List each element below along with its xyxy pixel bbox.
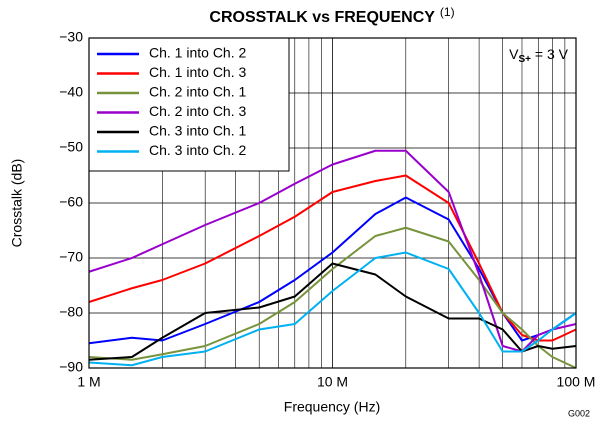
series-line [88,149,577,353]
y-tick-label: −60 [59,194,83,210]
x-tick-label: 10 M [317,374,348,390]
y-tick-label: −30 [59,29,83,45]
series-line [88,262,577,361]
annotation: VS+ = 3 V [509,46,568,65]
chart-title: CROSSTALK vs FREQUENCY (1) [209,5,454,26]
series-line [88,226,577,369]
y-tick-label: −70 [59,249,83,265]
legend-label: Ch. 2 into Ch. 3 [149,103,246,119]
y-tick-label: −50 [59,139,83,155]
annotation-sub: S+ [519,54,532,65]
x-tick-label: 1 M [77,374,100,390]
annotation-text: V [509,46,519,62]
legend-label: Ch. 1 into Ch. 3 [149,64,246,80]
legend-label: Ch. 2 into Ch. 1 [149,84,246,100]
y-tick-label: −90 [59,359,83,375]
annotation-text: = 3 V [531,46,569,62]
x-tick-label: 100 M [557,374,596,390]
legend-box [88,37,290,172]
series-line [88,251,577,367]
legend-label: Ch. 3 into Ch. 1 [149,123,246,139]
x-axis-label: Frequency (Hz) [284,399,380,415]
y-tick-label: −40 [59,84,83,100]
plot-border [88,37,577,369]
y-tick-label: −80 [59,304,83,320]
y-axis-label: Crosstalk (dB) [9,159,25,248]
figure-id: G002 [568,408,590,418]
legend-label: Ch. 1 into Ch. 2 [149,45,246,61]
legend-label: Ch. 3 into Ch. 2 [149,142,246,158]
